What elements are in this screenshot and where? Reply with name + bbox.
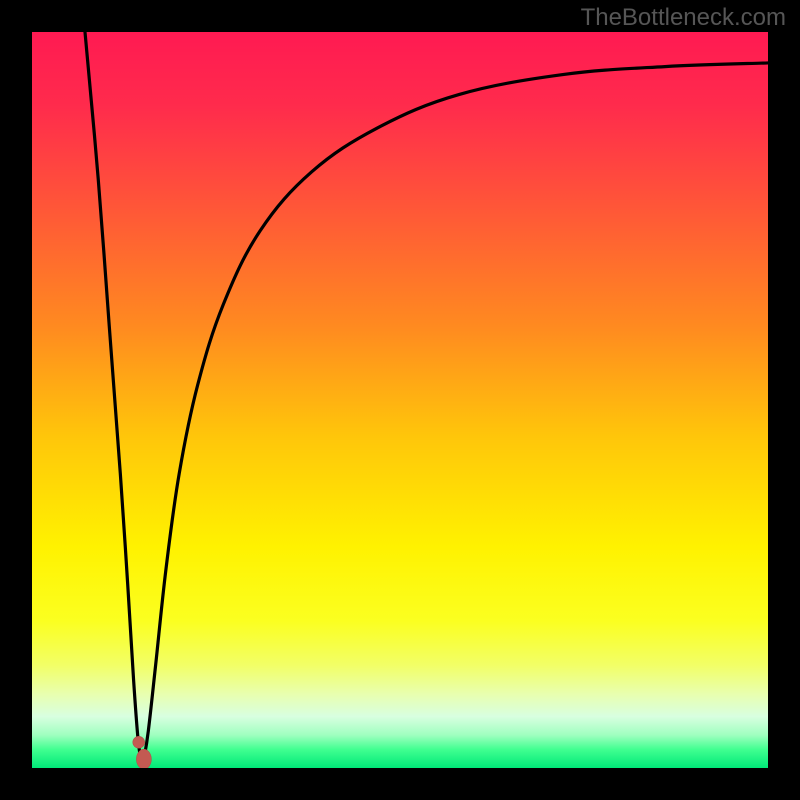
markers-group (133, 736, 152, 768)
marker-blob (136, 749, 151, 768)
bottleneck-curve (85, 32, 768, 759)
curve-layer (32, 32, 768, 768)
watermark-text: TheBottleneck.com (581, 4, 786, 32)
marker-dot (133, 736, 145, 748)
plot-area (32, 32, 768, 768)
chart-frame: TheBottleneck.com (0, 0, 800, 800)
